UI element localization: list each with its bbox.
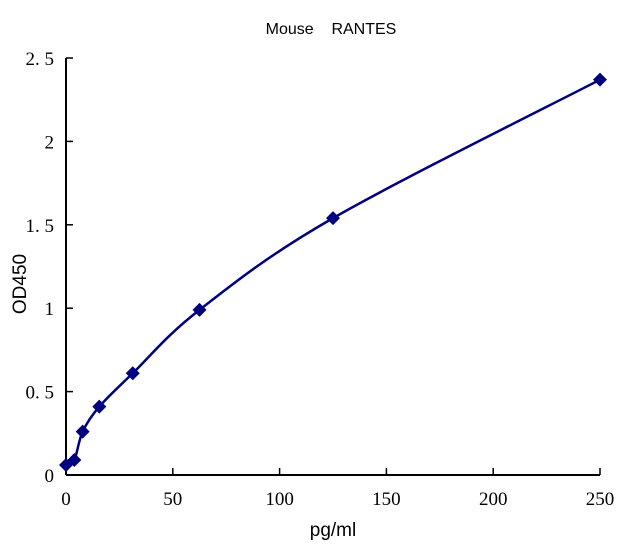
y-axis-label: OD450 (10, 254, 31, 314)
x-axis-label: pg/ml (310, 520, 356, 541)
data-point (326, 211, 340, 226)
x-tick-label: 50 (163, 489, 182, 510)
x-tick-label: 150 (372, 489, 401, 510)
data-point (192, 302, 207, 317)
series-line (65, 78, 601, 467)
data-point (75, 424, 90, 439)
y-tick-label: 1. 5 (26, 216, 55, 237)
data-point (593, 72, 607, 87)
chart-title: Mouse RANTES (266, 21, 397, 38)
y-tick-label: 0. 5 (26, 383, 55, 404)
y-tick-label: 1 (45, 299, 55, 320)
data-point (125, 366, 140, 381)
y-tick-label: 2 (45, 132, 55, 153)
y-tick-label: 0 (45, 466, 55, 487)
x-tick-label: 100 (265, 489, 294, 510)
x-tick-label: 0 (61, 489, 71, 510)
y-tick-label: 2. 5 (26, 49, 55, 70)
x-tick-label: 200 (479, 489, 508, 510)
data-point (92, 399, 107, 414)
x-tick-label: 250 (586, 489, 615, 510)
data-point (67, 452, 82, 467)
